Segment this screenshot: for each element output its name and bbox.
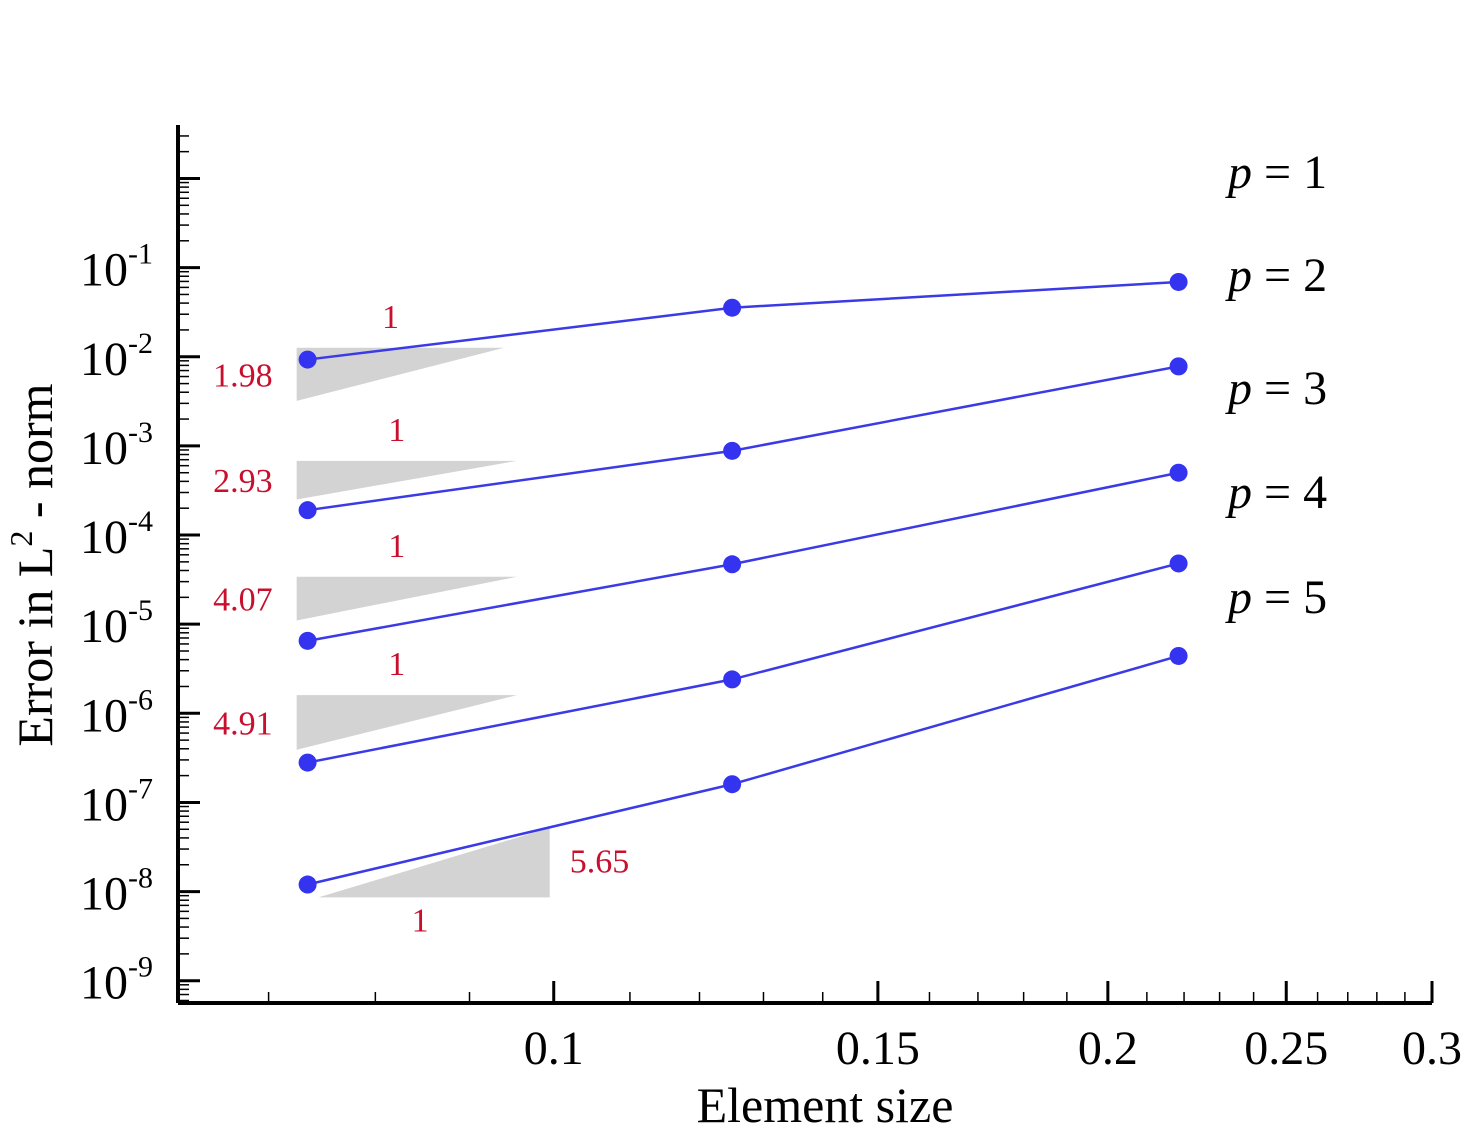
y-tick-label: 10-5 bbox=[80, 594, 153, 653]
data-point bbox=[723, 441, 742, 460]
series-group bbox=[298, 272, 1188, 894]
slope-run-label: 1 bbox=[412, 902, 429, 939]
x-tick-label: 0.25 bbox=[1244, 1022, 1328, 1075]
y-tick-label: 10-1 bbox=[80, 238, 153, 297]
y-tick-label: 10-3 bbox=[80, 416, 153, 475]
slope-triangles bbox=[296, 347, 550, 898]
slope-rate-label: 4.91 bbox=[213, 705, 273, 742]
slope-triangle bbox=[296, 460, 517, 500]
x-tick-label: 0.1 bbox=[524, 1022, 584, 1075]
series-label: p = 3 bbox=[1225, 362, 1327, 415]
y-tick-label: 10-8 bbox=[80, 862, 153, 921]
data-point bbox=[298, 753, 317, 772]
data-point bbox=[298, 875, 317, 894]
x-tick-label: 0.2 bbox=[1078, 1022, 1138, 1075]
series-line bbox=[307, 654, 1179, 886]
y-tick-label: 10-4 bbox=[80, 505, 153, 564]
slope-triangle bbox=[296, 695, 517, 750]
slope-triangle bbox=[296, 576, 517, 621]
data-point bbox=[1169, 554, 1188, 573]
slope-rate-label: 1.98 bbox=[213, 357, 273, 394]
data-point bbox=[1169, 646, 1188, 665]
data-point bbox=[1169, 272, 1188, 291]
series-line bbox=[307, 471, 1179, 643]
data-point bbox=[1169, 463, 1188, 482]
slope-run-label: 1 bbox=[388, 412, 405, 449]
slope-triangle bbox=[296, 347, 505, 401]
data-point bbox=[298, 350, 317, 369]
slope-rate-label: 2.93 bbox=[213, 463, 273, 500]
data-point bbox=[723, 298, 742, 317]
data-point bbox=[723, 670, 742, 689]
y-tick-label: 10-2 bbox=[80, 327, 153, 386]
y-tick-label: 10-9 bbox=[80, 951, 153, 1010]
slope-run-label: 1 bbox=[388, 528, 405, 565]
series-line bbox=[307, 365, 1179, 512]
labels: 1 1.98 1 2.93 1 4.07 1 4.91 1 5.65 10-1 10-2 10-3 10-… bbox=[3, 146, 1462, 1133]
series-label: p = 5 bbox=[1225, 571, 1327, 624]
slope-run-label: 1 bbox=[382, 299, 399, 336]
series-line bbox=[307, 562, 1179, 764]
axes bbox=[176, 125, 1434, 1005]
series-label: p = 1 bbox=[1225, 146, 1327, 199]
y-tick-label: 10-7 bbox=[80, 772, 153, 831]
slope-triangle bbox=[318, 827, 550, 898]
x-axis-title: Element size bbox=[697, 1077, 954, 1133]
data-point bbox=[723, 555, 742, 574]
data-point bbox=[723, 775, 742, 794]
series-label: p = 2 bbox=[1225, 249, 1327, 302]
slope-rate-label: 5.65 bbox=[570, 844, 630, 881]
data-point bbox=[298, 631, 317, 650]
slope-rate-label: 4.07 bbox=[213, 582, 273, 619]
y-tick-label: 10-6 bbox=[80, 683, 153, 742]
y-axis-title: Error in L2 - norm bbox=[3, 383, 63, 746]
series-label: p = 4 bbox=[1225, 466, 1327, 519]
x-tick-label: 0.3 bbox=[1402, 1022, 1462, 1075]
data-point bbox=[298, 501, 317, 520]
x-tick-label: 0.15 bbox=[836, 1022, 920, 1075]
slope-run-label: 1 bbox=[388, 646, 405, 683]
data-point bbox=[1169, 357, 1188, 376]
